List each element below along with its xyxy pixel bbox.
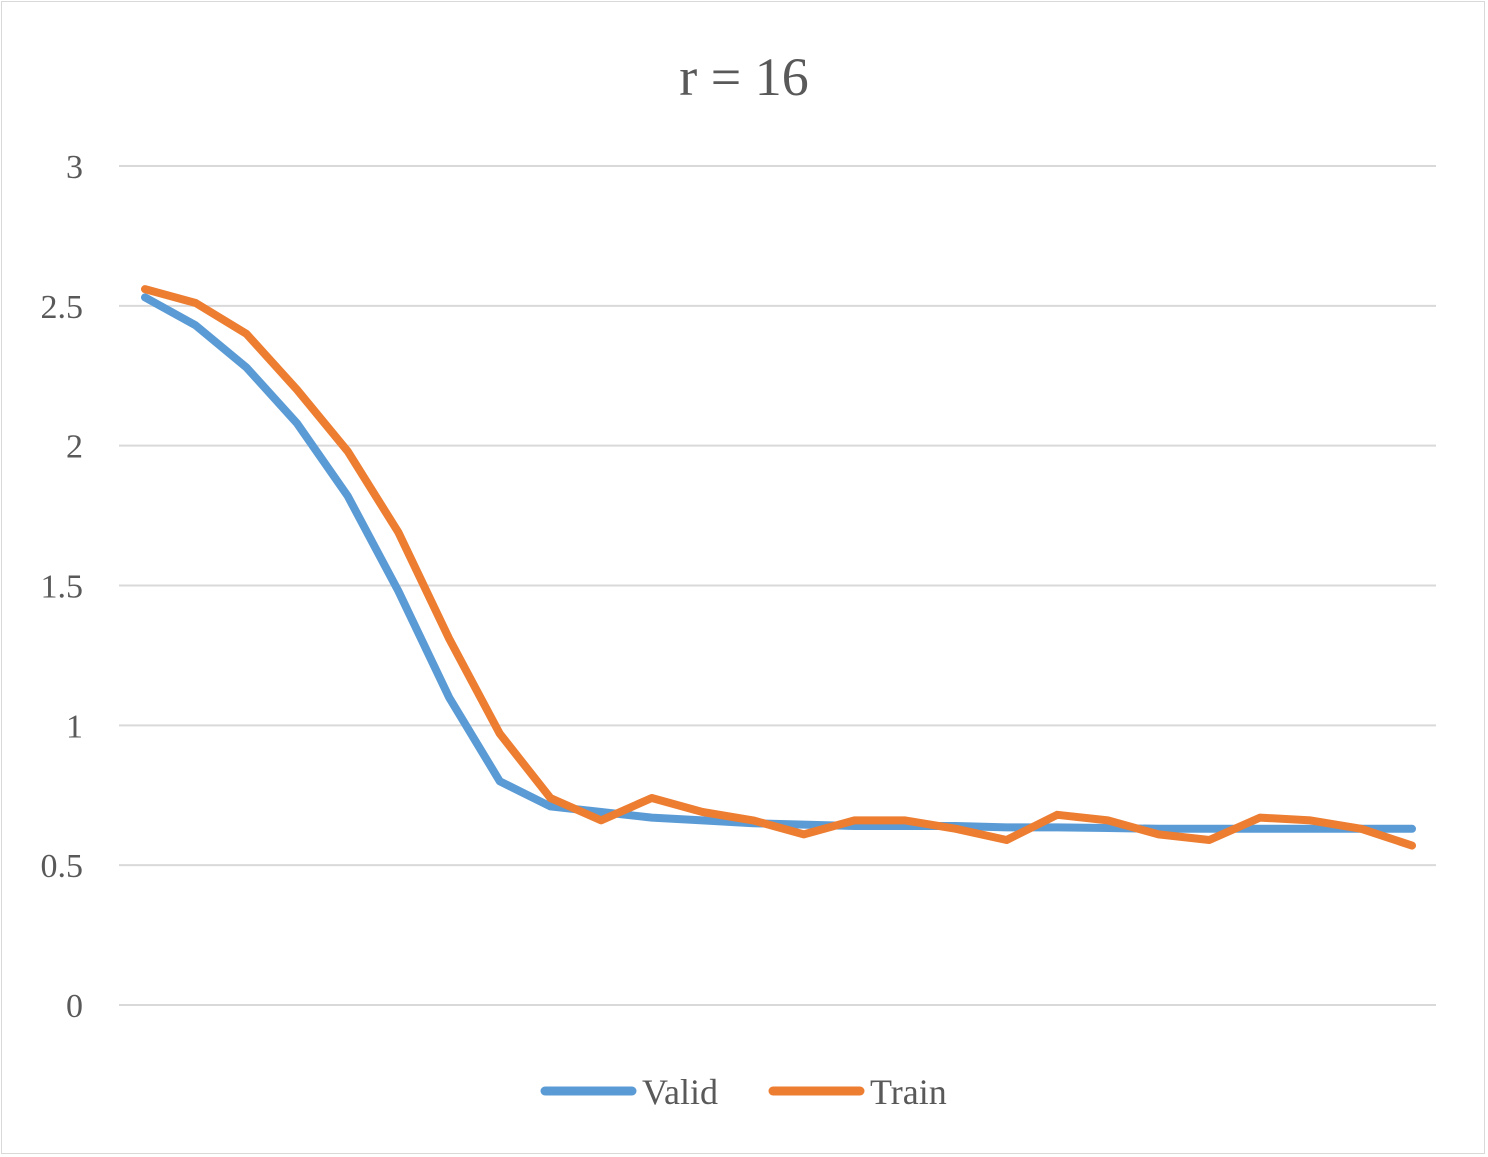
legend-label-valid: Valid: [642, 1072, 718, 1112]
y-tick-label: 3: [66, 149, 83, 186]
gridlines: [119, 165, 1436, 1006]
y-tick-label: 0.5: [41, 848, 84, 885]
legend-label-train: Train: [870, 1072, 947, 1112]
series-line-train: [141, 285, 1416, 850]
y-tick-label: 1.5: [41, 569, 84, 606]
chart-title: r = 16: [679, 47, 808, 107]
y-tick-label: 1: [66, 708, 83, 745]
legend: Valid Train: [540, 1072, 947, 1112]
y-tick-label: 2.5: [41, 289, 84, 326]
series-line-valid: [141, 293, 1416, 833]
y-tick-label: 2: [66, 429, 83, 466]
series-lines: [141, 285, 1416, 850]
y-axis-tick-labels: 0 0.5 1 1.5 2 2.5 3: [41, 149, 84, 1025]
y-tick-label: 0: [66, 988, 83, 1025]
